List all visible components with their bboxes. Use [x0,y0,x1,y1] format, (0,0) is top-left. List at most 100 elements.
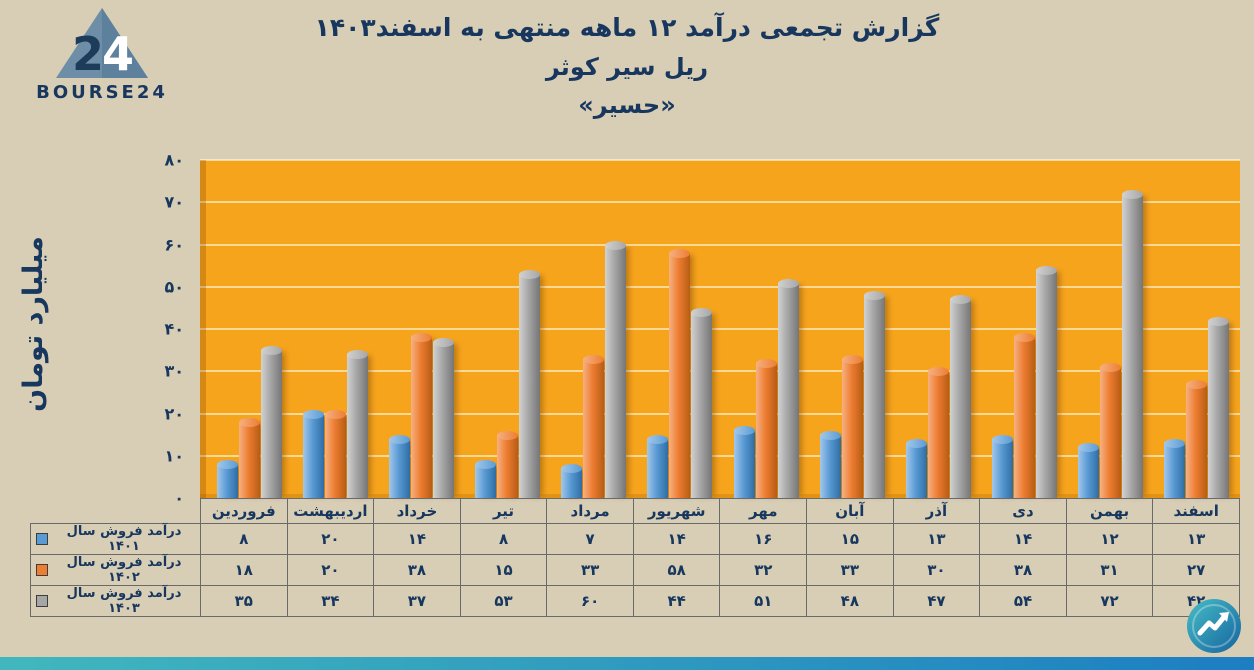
bar-shaft [669,252,691,498]
value-cell: ۷۲ [1065,585,1154,617]
bar-shaft [1014,337,1036,498]
bar-top-icon [841,354,863,364]
bar [1036,265,1058,498]
bar [1164,439,1186,498]
bar-top-icon [410,333,432,343]
value-cell: ۴۸ [806,585,894,617]
bars-container [206,160,1240,498]
plot-floor [200,494,1240,498]
bar-shaft [841,358,863,498]
bar-top-icon [519,270,541,280]
bar [863,291,885,498]
bar-top-icon [755,358,777,368]
bar-top-icon [691,308,713,318]
bar-shaft [777,282,799,498]
bar-shaft [475,464,497,498]
bar [733,426,755,498]
value-cell: ۳۴ [286,585,375,617]
bar [497,430,519,498]
value-cell: ۱۶ [719,523,808,555]
value-cell: ۱۳ [1152,523,1240,555]
bar-group [465,160,551,498]
bar [324,409,346,498]
bar-group [551,160,637,498]
value-cell: ۳۵ [200,585,288,617]
bar [755,358,777,498]
y-axis-title: میلیارد تومان [18,236,49,412]
gridline [200,328,1240,330]
month-header: آذر [892,498,981,524]
y-tick-label: ۳۰ [164,361,184,381]
table-row: درآمد فروش سال ۱۴۰۳ ۳۵ ۳۴ ۳۷ ۵۳ ۶۰ ۴۴ ۵۱ ۴۸ ۴۷ ۵۴ ۷… [30,585,1240,617]
bar-shaft [691,312,713,498]
month-header: اردیبهشت [286,498,375,524]
bar-shaft [346,354,368,498]
y-axis-ticks: ۰ ۱۰ ۲۰ ۳۰ ۴۰ ۵۰ ۶۰ ۷۰ ۸۰ [138,151,192,508]
value-cell: ۱۴ [979,523,1067,555]
value-cell: ۸ [200,523,288,555]
value-cell: ۴۴ [632,585,721,617]
bar-group [1154,160,1240,498]
bar-top-icon [819,430,841,440]
bar-shaft [583,358,605,498]
bar [583,354,605,498]
bar-shaft [905,443,927,498]
value-cell: ۳۱ [1065,554,1154,586]
value-cell: ۱۴ [373,523,461,555]
bar-shaft [949,299,971,498]
bar-top-icon [1164,439,1186,449]
month-header: بهمن [1065,498,1154,524]
gridline [200,243,1240,246]
bar-top-icon [1014,333,1036,343]
bar-top-icon [669,248,691,258]
bar [561,464,583,498]
bourse24-triangle-icon: 2 4 [56,8,148,80]
bar [346,350,368,498]
bar-shaft [647,438,669,498]
gridline [200,159,1240,161]
value-cell: ۱۸ [200,554,288,586]
y-tick-label: ۴۰ [164,319,184,339]
month-header: مهر [719,498,808,524]
value-cell: ۳۰ [892,554,981,586]
bar-shaft [1186,383,1208,498]
bar-top-icon [1208,316,1230,326]
bar-shaft [863,295,885,498]
bar-top-icon [1186,379,1208,389]
bar-top-icon [733,426,755,436]
value-cell: ۳۳ [546,554,634,586]
month-header: اسفند [1152,498,1240,524]
bar [669,248,691,498]
bar [260,346,282,498]
bar-group [378,160,464,498]
bar [1186,379,1208,498]
bar-shaft [733,430,755,498]
bar [388,434,410,498]
bar-top-icon [583,354,605,364]
bar [302,409,324,498]
bourse24-badge-icon [1186,598,1242,654]
bar-top-icon [346,350,368,360]
value-cell: ۱۵ [806,523,894,555]
bar-top-icon [1078,443,1100,453]
bar-group [982,160,1068,498]
bar-top-icon [238,417,260,427]
svg-text:4: 4 [102,27,134,80]
bar-top-icon [605,240,627,250]
value-cell: ۳۲ [719,554,808,586]
value-cell: ۵۳ [459,585,548,617]
gridlines [200,159,1240,498]
legend-label: درآمد فروش سال ۱۴۰۱ [66,524,182,554]
chart-subtitle-company: ریل سیر کوثر [545,53,709,81]
bar-shaft [1078,447,1100,498]
gridline [200,285,1240,288]
bar-top-icon [432,337,454,347]
bar-group [206,160,292,498]
plot-left-wall [200,160,206,498]
bar-top-icon [949,295,971,305]
value-cell: ۱۵ [459,554,548,586]
bar [647,434,669,498]
month-header: تیر [459,498,548,524]
footer-bar [0,657,1254,670]
bar-top-icon [497,430,519,440]
